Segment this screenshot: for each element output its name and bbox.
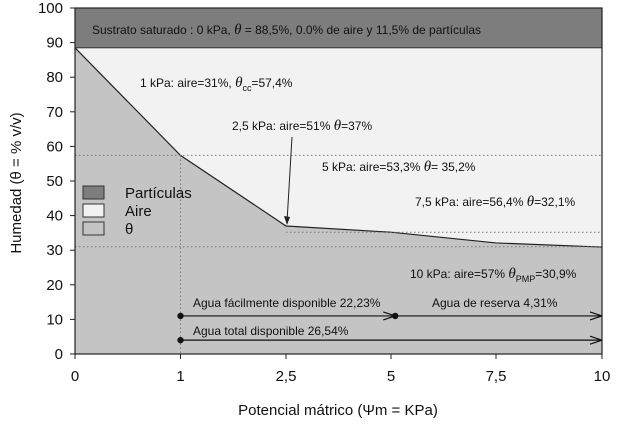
y-tick-label: 10	[46, 311, 63, 328]
annotation-k25: 2,5 kPa: aire=51% θ=37%	[232, 118, 372, 134]
y-tick-label: 80	[46, 69, 63, 86]
theta-curve	[74, 47, 603, 248]
reference-lines	[75, 154, 602, 354]
range-label: Agua total disponible 26,54%	[193, 324, 349, 338]
x-tick-label: 2,5	[276, 368, 297, 385]
annotation-k5: 5 kPa: aire=53,3% θ= 35,2%	[322, 159, 476, 175]
annotation-k10: 10 kPa: aire=57% θPMP=30,9%	[410, 266, 577, 284]
y-tick-label: 90	[46, 35, 63, 52]
range-label: Agua de reserva 4,31%	[432, 296, 558, 310]
legend-label: Aire	[125, 203, 152, 220]
y-tick-label: 100	[38, 0, 63, 17]
x-tick-label: 1	[176, 368, 184, 385]
legend-swatch	[82, 221, 105, 236]
range-arrow-head	[589, 311, 603, 321]
range-label: Agua fácilmente disponible 22,23%	[193, 296, 381, 310]
x-tick-label: 7,5	[486, 368, 507, 385]
y-tick-label: 20	[46, 277, 63, 294]
y-axis-label: Humedad (θ = % v/v)	[8, 112, 25, 253]
annotation-k1: 1 kPa: aire=31%, θcc=57,4%	[140, 75, 293, 93]
range-arrow-head	[589, 335, 603, 345]
annotation-arrow-head	[284, 215, 290, 225]
y-tick-label: 30	[46, 242, 63, 259]
y-tick-label: 40	[46, 208, 63, 225]
x-tick-label: 5	[387, 368, 395, 385]
y-tick-label: 70	[46, 104, 63, 121]
x-tick-label: 0	[71, 368, 79, 385]
annotations: Sustrato saturado : 0 kPa, θ = 88,5%, 0.…	[92, 22, 577, 284]
legend-label: θ	[125, 221, 133, 238]
theta-area	[75, 47, 602, 354]
axes	[70, 7, 603, 359]
legend-swatch	[82, 185, 105, 200]
y-tick-label: 50	[46, 173, 63, 190]
tick-labels: 0 10 20 30 40 50 60 70 80 90 100 0 1 2,5 5 7,5 10	[38, 0, 610, 385]
annotation-sat: Sustrato saturado : 0 kPa, θ = 88,5%, 0.…	[92, 22, 481, 38]
x-axis-label: Potencial mátrico (Ψm = KPa)	[238, 402, 438, 419]
y-tick-label: 0	[55, 346, 63, 363]
y-tick-label: 60	[46, 138, 63, 155]
legend-swatch	[82, 203, 105, 218]
legend-label: Partículas	[125, 185, 192, 202]
particles-band	[74, 7, 603, 49]
annotation-k75: 7,5 kPa: aire=56,4% θ=32,1%	[415, 194, 575, 210]
plot-area	[74, 7, 603, 354]
annotation-arrow	[286, 136, 293, 223]
x-tick-label: 10	[594, 368, 611, 385]
water-ranges: Agua fácilmente disponible 22,23% Agua de…	[177, 296, 603, 345]
